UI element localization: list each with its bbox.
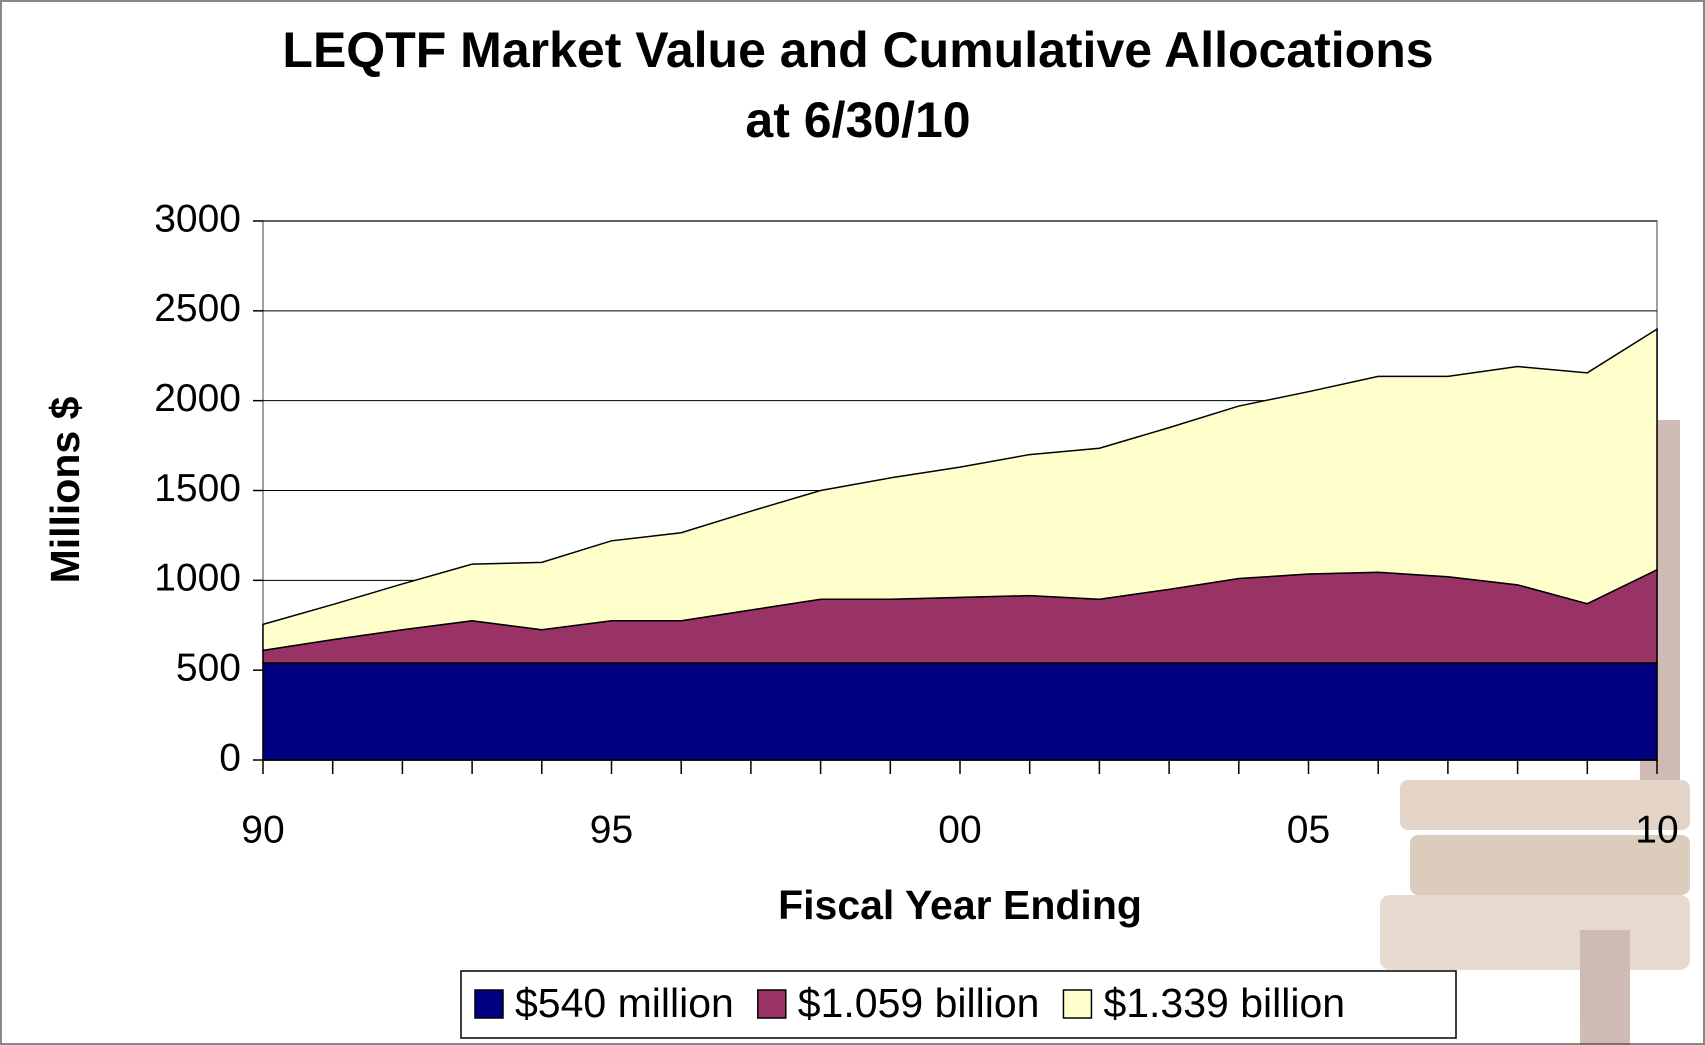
legend	[460, 970, 1457, 1039]
y-tick-label: 1500	[154, 467, 241, 510]
x-tick-label: 05	[1287, 808, 1330, 851]
x-tick-label: 95	[590, 808, 633, 851]
y-tick-label: 1000	[154, 557, 241, 600]
chart-subtitle: at 6/30/10	[745, 92, 970, 148]
chart-title: LEQTF Market Value and Cumulative Alloca…	[282, 22, 1433, 78]
y-tick-label: 0	[219, 736, 241, 779]
legend-swatch	[474, 989, 504, 1019]
x-tick-label: 00	[938, 808, 981, 851]
area	[262, 662, 1658, 761]
area	[262, 327, 1658, 652]
legend-swatch	[1062, 989, 1093, 1019]
legend-swatch	[757, 989, 787, 1019]
y-axis-label: Millions $	[42, 396, 88, 583]
legend-label: $540 million	[515, 980, 734, 1026]
y-tick-label: 500	[176, 646, 241, 689]
y-tick-label: 2500	[154, 287, 241, 330]
x-axis-label: Fiscal Year Ending	[778, 882, 1142, 928]
legend-label: $1.059 billion	[798, 980, 1040, 1026]
y-tick-label: 3000	[154, 197, 241, 240]
x-tick-label: 10	[1635, 808, 1678, 851]
x-tick-label: 90	[241, 808, 284, 851]
y-tick-label: 2000	[154, 377, 241, 420]
legend-label: $1.339 billion	[1103, 980, 1345, 1026]
